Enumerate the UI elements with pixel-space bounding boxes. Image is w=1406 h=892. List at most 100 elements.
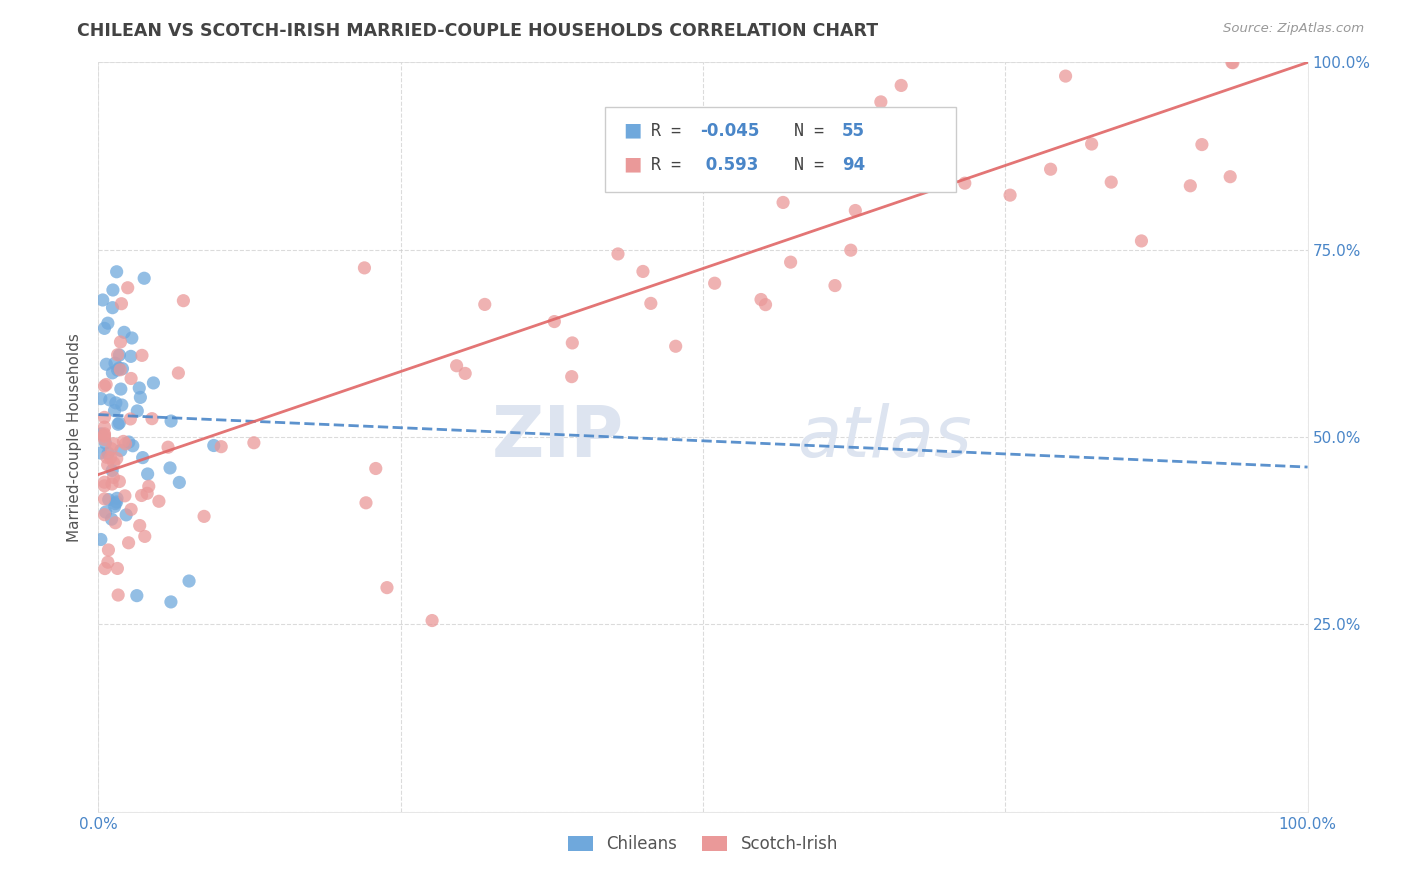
Point (96, 357, 118, 371)
Point (772, 195, 794, 210)
Point (561, 369, 583, 384)
Point (90, 533, 112, 547)
Point (93, 321, 115, 335)
Point (101, 366, 124, 380)
Point (543, 315, 565, 329)
Point (160, 414, 183, 428)
Point (193, 509, 215, 524)
Point (108, 475, 131, 489)
Point (93, 433, 115, 447)
Point (108, 361, 131, 376)
Point (824, 278, 846, 293)
Point (101, 283, 124, 297)
Point (157, 440, 180, 454)
Point (120, 371, 142, 385)
Point (202, 438, 225, 452)
Point (120, 502, 142, 516)
Text: ZIP: ZIP (492, 402, 624, 472)
Text: N =: N = (794, 122, 834, 140)
Point (101, 463, 124, 477)
Point (105, 265, 128, 279)
Point (786, 134, 808, 148)
Text: R =: R = (651, 122, 690, 140)
Point (107, 588, 129, 602)
Text: atlas: atlas (797, 402, 972, 472)
Point (103, 403, 125, 417)
Point (353, 260, 375, 275)
Point (446, 359, 468, 373)
Point (148, 494, 170, 508)
Point (420, 614, 443, 628)
Point (110, 382, 132, 396)
Text: R =: R = (651, 156, 690, 174)
Point (640, 296, 662, 310)
Point (117, 536, 139, 550)
Point (561, 335, 583, 350)
Point (97, 316, 120, 330)
Point (107, 417, 129, 432)
Point (127, 404, 149, 418)
Point (97, 492, 120, 507)
Point (172, 293, 194, 308)
Point (114, 437, 136, 451)
Point (1191, 137, 1213, 152)
Point (104, 500, 127, 514)
Point (100, 512, 122, 526)
Point (108, 416, 131, 430)
Point (104, 356, 127, 370)
Point (110, 296, 132, 310)
Point (839, 243, 862, 257)
Point (93, 479, 115, 493)
Text: ■: ■ (623, 120, 641, 139)
Point (209, 440, 232, 454)
Point (1054, 69, 1077, 83)
Point (128, 518, 150, 533)
Point (375, 581, 398, 595)
Point (159, 461, 181, 475)
Point (93, 426, 115, 441)
Text: 94: 94 (842, 156, 866, 174)
Y-axis label: Married-couple Households: Married-couple Households (67, 333, 83, 541)
Point (110, 334, 132, 349)
Point (93, 508, 115, 522)
Point (93, 475, 115, 490)
Point (97, 555, 120, 569)
Point (97, 446, 120, 460)
Point (110, 443, 132, 458)
Point (105, 495, 128, 509)
Point (607, 247, 630, 261)
Point (93, 379, 115, 393)
Point (131, 348, 153, 362)
Point (90, 446, 112, 460)
Point (90, 392, 112, 406)
Point (354, 496, 377, 510)
Point (110, 363, 132, 377)
Point (101, 477, 124, 491)
Point (93, 491, 115, 506)
Point (1039, 162, 1062, 177)
Point (93, 410, 115, 425)
Point (103, 436, 125, 450)
Point (665, 339, 688, 353)
Point (131, 488, 153, 502)
Point (91, 293, 114, 307)
Point (93, 429, 115, 443)
Point (243, 435, 266, 450)
Point (121, 331, 143, 345)
Point (103, 470, 125, 484)
Point (136, 486, 159, 500)
Point (129, 391, 152, 405)
Point (128, 381, 150, 395)
Point (94, 561, 117, 575)
Text: N =: N = (794, 156, 834, 174)
Point (117, 281, 139, 295)
Point (115, 508, 138, 522)
Point (104, 396, 127, 410)
Point (105, 491, 128, 506)
Point (779, 255, 801, 269)
Point (112, 326, 135, 340)
Point (94, 505, 117, 519)
Point (111, 398, 134, 412)
Point (118, 435, 141, 450)
Point (101, 301, 124, 315)
